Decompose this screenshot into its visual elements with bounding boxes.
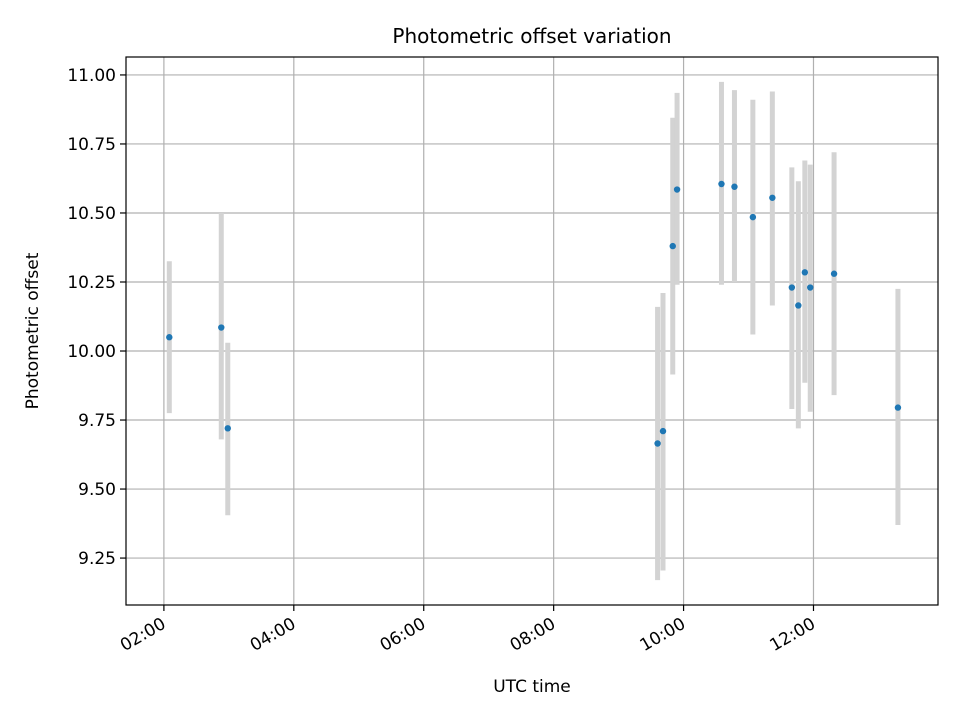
- data-point: [731, 183, 738, 190]
- data-point: [830, 270, 838, 277]
- data-point: [749, 213, 757, 221]
- data-point: [224, 425, 231, 432]
- y-tick-label: 10.25: [67, 273, 116, 293]
- x-axis-label: UTC time: [493, 677, 571, 697]
- axes-frame: [125, 56, 939, 606]
- y-tick-label: 10.50: [67, 204, 116, 224]
- data-point: [718, 180, 725, 188]
- y-tick-label: 11.00: [67, 66, 116, 86]
- data-point: [654, 440, 661, 447]
- data-point: [166, 334, 173, 341]
- data-point: [769, 194, 776, 201]
- data-point: [659, 427, 667, 435]
- data-points: [166, 180, 902, 447]
- data-point: [795, 302, 802, 309]
- data-point: [218, 324, 225, 331]
- data-point: [801, 269, 809, 276]
- data-point: [807, 284, 814, 291]
- data-point: [788, 284, 796, 291]
- y-tick-label: 9.25: [78, 549, 116, 569]
- data-point: [894, 404, 902, 411]
- data-point: [673, 186, 681, 193]
- chart-title: Photometric offset variation: [392, 24, 671, 48]
- y-tick-label: 9.50: [78, 480, 116, 500]
- plot-area: [126, 57, 938, 605]
- y-tick-label: 10.75: [67, 135, 116, 155]
- y-axis-label: Photometric offset: [23, 252, 43, 409]
- y-tick-label: 9.75: [78, 411, 116, 431]
- y-tick-label: 10.00: [67, 342, 116, 362]
- data-point: [669, 242, 676, 250]
